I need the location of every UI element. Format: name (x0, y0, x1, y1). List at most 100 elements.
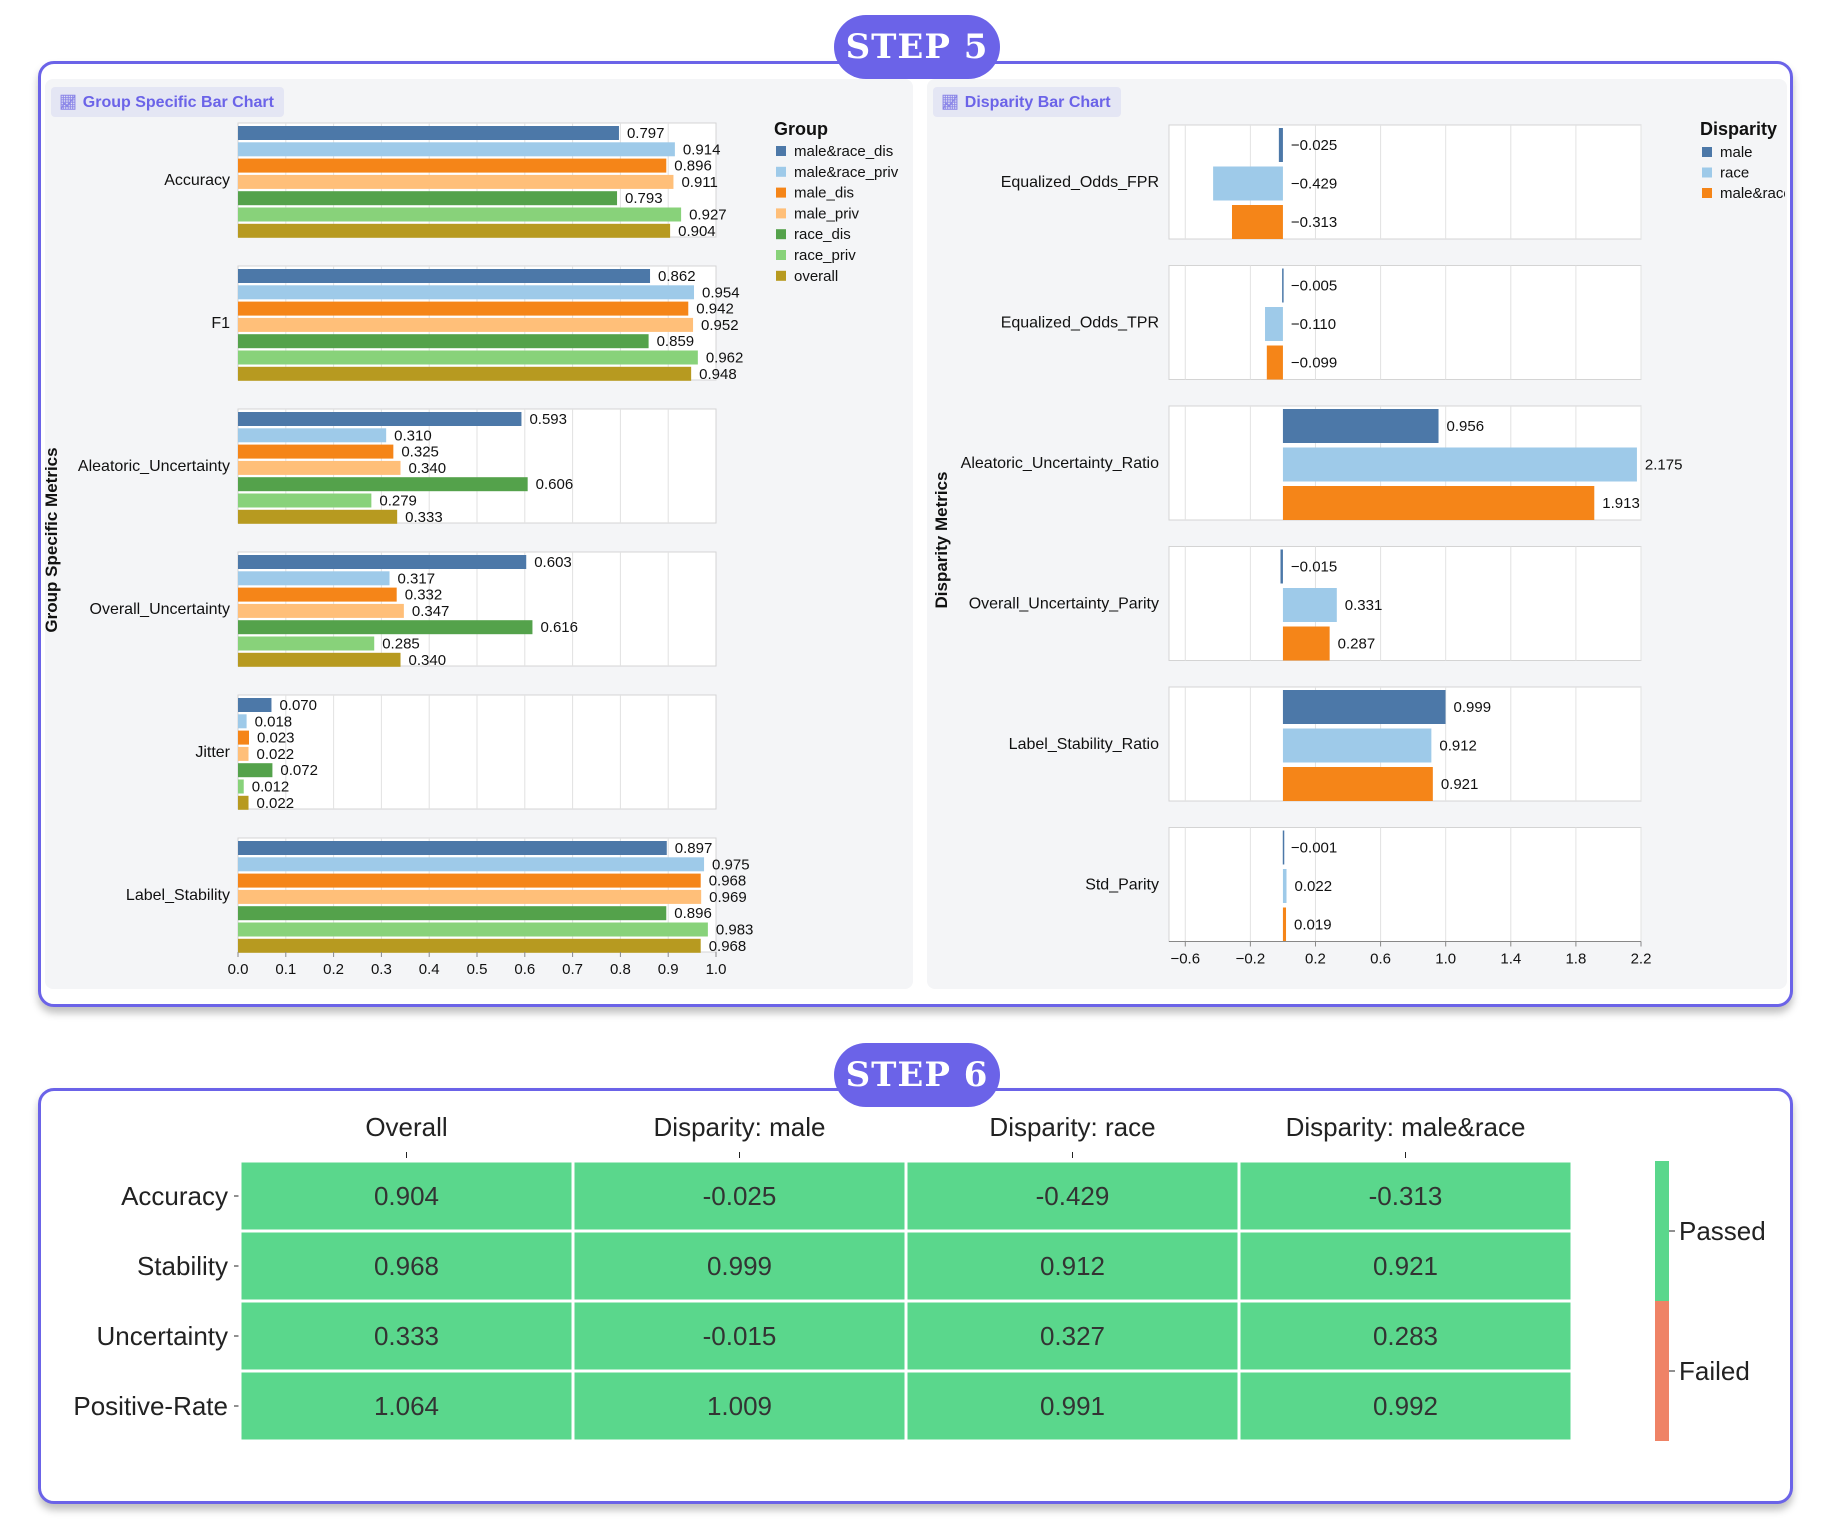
group-panel-frame (1168, 546, 1642, 661)
step-6-badge: STEP 6 (834, 1043, 1000, 1107)
bar (238, 412, 522, 426)
x-tick-label: 0.2 (1305, 951, 1326, 968)
row-header: Positive-Rate (73, 1391, 228, 1421)
data-label: 0.603 (534, 554, 572, 571)
bar (238, 555, 527, 569)
bar (238, 285, 695, 300)
x-tick-label: 0.2 (323, 961, 344, 978)
category-label: Jitter (195, 744, 230, 761)
bar (1282, 728, 1432, 763)
colorbar-label: Failed (1679, 1356, 1750, 1386)
data-label: −0.429 (1291, 176, 1337, 193)
cell-value: 0.327 (1040, 1321, 1105, 1351)
bar (238, 906, 667, 921)
legend-label: race (1720, 165, 1749, 182)
data-label: 0.911 (681, 174, 717, 191)
legend-title: Disparity (1700, 119, 1777, 139)
cell-value: 1.009 (707, 1391, 772, 1421)
data-label: 0.904 (678, 223, 716, 240)
data-label: 0.022 (257, 746, 295, 763)
bar (1278, 128, 1283, 162)
data-label: 0.962 (706, 350, 744, 367)
data-label: −0.025 (1291, 137, 1337, 154)
bar (238, 366, 692, 381)
bar (238, 938, 701, 953)
data-label: 0.340 (409, 460, 447, 477)
data-label: −0.099 (1291, 355, 1337, 372)
data-label: −0.313 (1291, 214, 1337, 231)
x-tick-label: 1.4 (1500, 951, 1521, 968)
bar (238, 922, 708, 937)
legend-swatch (1702, 167, 1712, 178)
bar (238, 269, 651, 283)
data-label: 0.070 (279, 697, 317, 714)
x-tick-label: 1.8 (1565, 951, 1586, 968)
data-label: 0.331 (1345, 597, 1383, 614)
bar (238, 350, 698, 365)
bar (238, 509, 398, 524)
group-chart-tag[interactable]: 📈︎ Group Specific Bar Chart (51, 87, 284, 117)
bar (238, 334, 649, 349)
data-label: 0.912 (1439, 738, 1477, 755)
data-label: −0.001 (1291, 840, 1337, 857)
data-label: 0.896 (674, 158, 712, 175)
bar (238, 652, 401, 667)
data-label: 0.921 (1441, 776, 1479, 793)
bar (238, 698, 272, 712)
cell-value: 0.999 (707, 1251, 772, 1281)
bar (1282, 486, 1595, 520)
row-header: Stability (137, 1251, 228, 1281)
disparity-chart-tag[interactable]: 📈︎ Disparity Bar Chart (933, 87, 1121, 117)
cell-value: -0.025 (703, 1181, 777, 1211)
bar (238, 207, 682, 222)
bar (238, 223, 671, 238)
heatmap-cell (238, 1229, 575, 1303)
x-tick-label: 0.5 (467, 961, 488, 978)
bar (1282, 830, 1285, 865)
category-label: Accuracy (164, 172, 230, 189)
bar (238, 636, 375, 651)
heatmap-cell (1237, 1229, 1574, 1303)
colorbar-failed (1655, 1301, 1669, 1441)
x-tick-label: −0.6 (1170, 951, 1200, 968)
data-label: 0.332 (405, 587, 443, 604)
heatmap-cell (571, 1299, 908, 1373)
data-label: 0.862 (658, 268, 696, 285)
bar (1213, 166, 1283, 201)
heatmap-cell (1237, 1159, 1574, 1233)
bar (1282, 690, 1446, 724)
column-header: Disparity: male (654, 1112, 826, 1142)
x-tick-label: −0.2 (1236, 951, 1266, 968)
bar (238, 746, 249, 761)
column-header: Disparity: male&race (1286, 1112, 1526, 1142)
category-label: Aleatoric_Uncertainty_Ratio (961, 455, 1159, 472)
cell-value: 0.991 (1040, 1391, 1105, 1421)
cell-value: 0.992 (1373, 1391, 1438, 1421)
data-label: 0.968 (709, 938, 747, 955)
data-label: 0.859 (657, 333, 695, 350)
data-label: 0.948 (699, 366, 737, 383)
x-tick-label: 1.0 (1435, 951, 1456, 968)
bar (1266, 345, 1283, 380)
cell-value: 0.912 (1040, 1251, 1105, 1281)
legend-swatch (1702, 147, 1712, 157)
heatmap-cell (238, 1369, 575, 1443)
x-tick-label: 0.6 (514, 961, 535, 978)
data-label: 0.975 (712, 856, 750, 873)
heatmap-cell (571, 1159, 908, 1233)
legend-swatch (776, 166, 786, 177)
data-label: 0.942 (696, 301, 734, 318)
y-axis-label: Disparity Metrics (932, 472, 951, 609)
data-label: −0.015 (1291, 559, 1337, 576)
bar (1282, 907, 1287, 942)
data-label: 0.317 (398, 570, 436, 587)
data-label: 0.956 (1447, 418, 1485, 435)
data-label: 0.983 (716, 922, 754, 939)
x-tick-label: 0.0 (228, 961, 249, 978)
bar (238, 477, 528, 492)
data-label: 0.952 (701, 317, 739, 334)
cell-value: -0.429 (1036, 1181, 1110, 1211)
bar (238, 763, 273, 778)
data-label: 0.954 (702, 284, 740, 301)
heatmap-cell (571, 1229, 908, 1303)
